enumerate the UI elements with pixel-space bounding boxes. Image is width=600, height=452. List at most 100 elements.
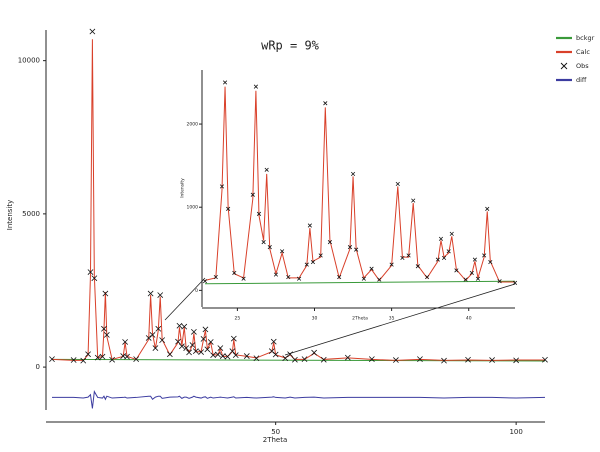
obs-marker: [311, 349, 318, 356]
inset-y-axis-label: Intensity: [180, 178, 186, 198]
obs-marker: [157, 292, 164, 298]
obs-marker: [377, 277, 382, 282]
obs-marker: [232, 352, 239, 359]
obs-marker: [310, 260, 316, 265]
obs-marker: [497, 279, 502, 284]
obs-marker: [264, 167, 269, 172]
obs-marker: [463, 277, 468, 282]
obs-marker: [159, 337, 166, 344]
obs-marker: [485, 206, 490, 211]
obs-marker: [425, 274, 430, 280]
obs-marker: [226, 206, 231, 211]
x-tick-label: 50: [271, 428, 280, 436]
obs-marker: [176, 322, 183, 329]
series-line: [204, 86, 515, 283]
obs-marker: [219, 184, 225, 189]
obs-marker: [449, 231, 454, 236]
obs-marker: [337, 274, 342, 280]
obs-marker: [272, 351, 279, 358]
chart-title: wRp = 9%: [261, 39, 320, 53]
obs-marker: [435, 257, 440, 262]
obs-marker: [70, 357, 77, 363]
obs-marker: [253, 84, 258, 89]
obs-marker: [250, 192, 255, 197]
x-tick-label: 25: [235, 316, 241, 322]
series-line: [52, 390, 546, 409]
obs-marker: [202, 279, 208, 284]
obs-marker: [318, 253, 323, 258]
obs-marker: [273, 272, 279, 277]
obs-marker: [369, 266, 374, 271]
obs-marker: [417, 356, 423, 363]
legend-label: diff: [576, 76, 587, 84]
obs-marker: [109, 356, 116, 363]
obs-marker: [94, 354, 101, 361]
obs-marker: [280, 249, 285, 254]
obs-marker: [101, 325, 107, 332]
obs-marker: [207, 339, 214, 345]
obs-marker: [454, 268, 459, 273]
obs-marker: [102, 290, 109, 297]
obs-marker: [282, 355, 289, 362]
series-line: [51, 358, 546, 362]
y-tick-label: 10000: [18, 57, 40, 65]
obs-marker: [229, 348, 236, 355]
y-tick-label: 1000: [187, 205, 199, 211]
obs-marker: [465, 356, 471, 363]
obs-marker: [145, 335, 152, 341]
obs-marker: [542, 356, 548, 363]
obs-marker: [256, 211, 262, 216]
obs-marker: [186, 349, 192, 356]
x-tick-label: 40: [466, 316, 472, 322]
obs-marker: [441, 357, 447, 364]
x-axis-label: 2Theta: [263, 436, 288, 444]
obs-marker: [80, 357, 87, 364]
obs-marker: [489, 357, 495, 363]
obs-marker: [224, 353, 231, 360]
obs-marker: [320, 356, 327, 363]
inset-x-axis-label: 2Theta: [352, 316, 368, 322]
obs-marker: [301, 356, 308, 363]
obs-marker: [149, 332, 156, 338]
obs-marker: [270, 338, 277, 345]
obs-marker: [91, 275, 98, 282]
obs-marker: [347, 245, 353, 250]
obs-marker: [354, 247, 359, 252]
obs-marker: [368, 356, 375, 363]
obs-marker: [446, 249, 451, 254]
obs-marker: [307, 223, 312, 228]
obs-marker: [286, 274, 291, 280]
obs-marker: [192, 348, 199, 355]
y-tick-label: 2000: [187, 122, 199, 128]
obs-marker: [204, 346, 211, 353]
obs-marker: [122, 339, 128, 345]
obs-marker: [415, 264, 420, 269]
obs-marker: [304, 262, 309, 267]
legend-label: Calc: [576, 48, 590, 56]
zoom-line: [164, 277, 206, 321]
obs-marker: [475, 276, 481, 281]
legend-label: Obs: [576, 62, 589, 70]
obs-marker: [469, 270, 474, 275]
y-tick-label: 5000: [22, 210, 40, 218]
obs-marker: [166, 351, 173, 358]
obs-marker: [103, 332, 110, 338]
obs-marker: [133, 356, 140, 363]
obs-marker: [327, 240, 333, 245]
obs-marker: [198, 349, 204, 355]
y-tick-label: 0: [195, 288, 198, 294]
legend-label: bckgr: [576, 34, 595, 42]
obs-marker: [512, 280, 518, 285]
x-tick-label: 35: [389, 316, 395, 322]
obs-marker: [513, 357, 520, 364]
obs-marker: [191, 328, 197, 335]
obs-marker: [202, 326, 209, 333]
obs-marker: [85, 351, 91, 358]
obs-marker: [261, 240, 266, 245]
obs-marker: [99, 353, 106, 360]
obs-marker: [181, 323, 188, 330]
obs-marker: [267, 245, 272, 250]
obs-marker: [287, 351, 293, 358]
